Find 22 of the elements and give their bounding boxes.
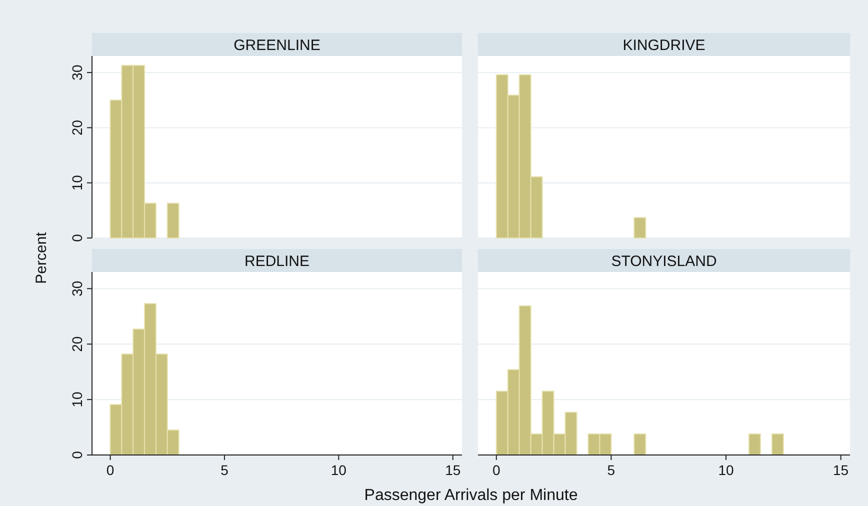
y-tick-label: 30 [69,64,85,80]
x-tick-label: 0 [106,462,114,478]
x-tick-label: 0 [492,462,500,478]
y-axis-title: Percent [33,231,50,284]
x-tick-label: 10 [718,462,734,478]
x-tick-label: 10 [330,462,347,478]
y-tick-label: 10 [69,174,85,191]
chart-title: GREENLINE [234,37,320,54]
chart-title: REDLINE [244,253,310,270]
y-tick-label: 30 [69,280,85,296]
x-tick-label: 15 [833,462,849,478]
x-tick-label: 5 [607,462,616,478]
x-tick-label: 15 [445,462,461,478]
x-tick-label: 5 [220,462,229,478]
chart-title: STONYISLAND [611,253,717,270]
y-tick-label: 20 [69,336,85,352]
y-tick-label: 20 [69,120,85,136]
y-tick-label: 0 [69,450,85,459]
y-tick-label: 0 [69,234,85,242]
x-axis-title: Passenger Arrivals per Minute [364,487,578,504]
chart-title: KINGDRIVE [622,37,706,54]
y-tick-label: 10 [69,392,85,408]
